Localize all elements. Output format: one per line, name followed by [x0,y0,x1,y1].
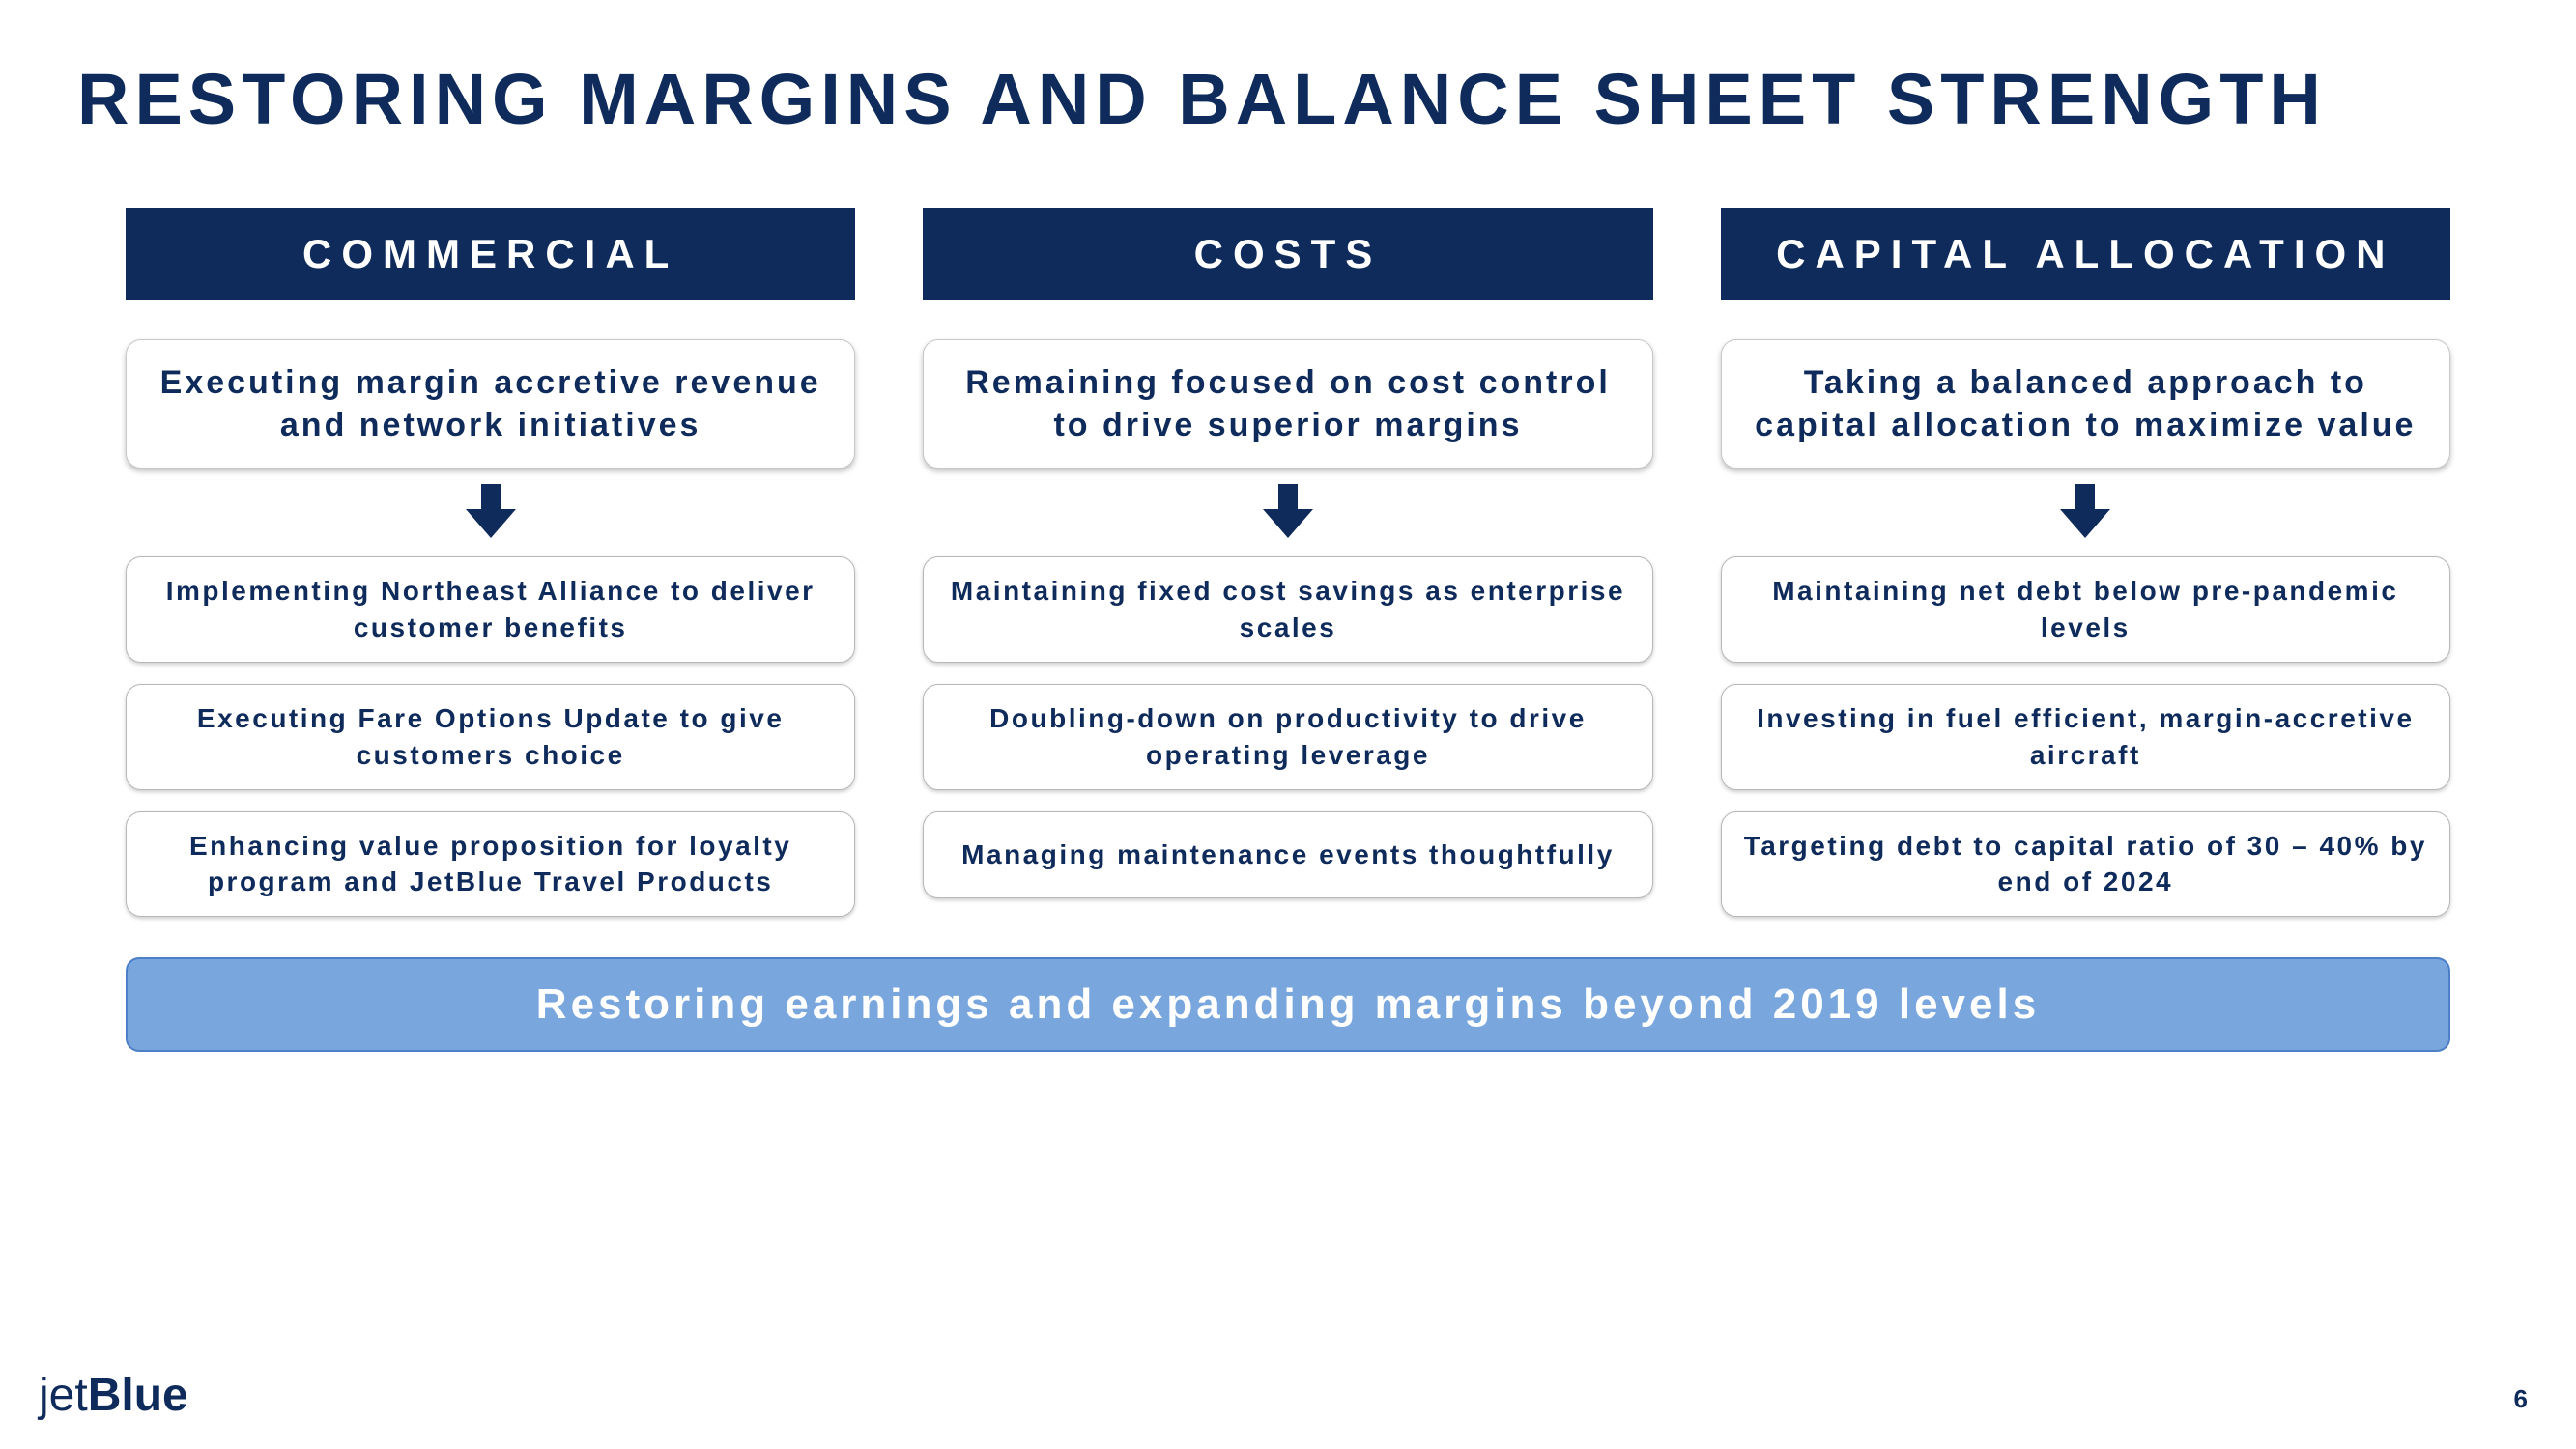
logo-part1: jet [39,1370,88,1421]
sub-box: Investing in fuel efficient, margin-accr… [1721,684,2450,790]
page-number: 6 [2514,1384,2528,1414]
lead-box-commercial: Executing margin accretive revenue and n… [126,339,855,469]
page-title: RESTORING MARGINS AND BALANCE SHEET STRE… [77,58,2508,140]
sub-box: Implementing Northeast Alliance to deliv… [126,556,855,663]
column-commercial: COMMERCIAL Executing margin accretive re… [126,208,855,938]
sub-box: Executing Fare Options Update to give cu… [126,684,855,790]
jetblue-logo: jetBlue [39,1369,188,1422]
arrow-down-icon [1259,484,1317,543]
column-costs: COSTS Remaining focused on cost control … [923,208,1652,938]
lead-box-costs: Remaining focused on cost control to dri… [923,339,1652,469]
arrow-down-icon [462,484,520,543]
sub-box: Targeting debt to capital ratio of 30 – … [1721,811,2450,918]
column-header-costs: COSTS [923,208,1652,300]
column-capital-allocation: CAPITAL ALLOCATION Taking a balanced app… [1721,208,2450,938]
column-header-capital: CAPITAL ALLOCATION [1721,208,2450,300]
arrow-down-icon [2056,484,2114,543]
logo-part2: Blue [88,1370,188,1421]
columns-container: COMMERCIAL Executing margin accretive re… [68,208,2508,938]
sub-box: Doubling-down on productivity to drive o… [923,684,1652,790]
sub-box: Managing maintenance events thoughtfully [923,811,1652,898]
lead-box-capital: Taking a balanced approach to capital al… [1721,339,2450,469]
footer-bar: Restoring earnings and expanding margins… [126,957,2450,1052]
sub-box: Maintaining fixed cost savings as enterp… [923,556,1652,663]
sub-box: Enhancing value proposition for loyalty … [126,811,855,918]
column-header-commercial: COMMERCIAL [126,208,855,300]
sub-box: Maintaining net debt below pre-pandemic … [1721,556,2450,663]
